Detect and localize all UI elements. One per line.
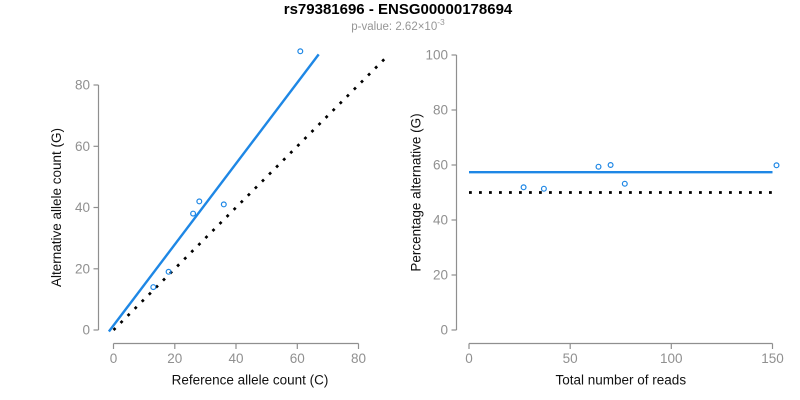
y-tick-label: 100 <box>425 48 448 63</box>
y-tick-label: 40 <box>75 200 90 215</box>
x-tick-label: 50 <box>563 351 578 366</box>
x-tick-label: 80 <box>351 351 366 366</box>
identity-line <box>112 56 388 331</box>
y-axis-title: Alternative allele count (G) <box>49 128 64 287</box>
y-tick-label: 0 <box>440 323 448 338</box>
y-tick-label: 60 <box>433 158 448 173</box>
data-point <box>220 201 227 208</box>
data-point <box>196 198 203 205</box>
y-tick-label: 80 <box>433 103 448 118</box>
y-tick-label: 40 <box>433 213 448 228</box>
figure-title: rs79381696 - ENSG00000178694 <box>283 1 513 18</box>
y-tick-label: 20 <box>433 268 448 283</box>
data-point <box>773 162 780 169</box>
data-point <box>621 180 628 187</box>
x-tick-label: 0 <box>110 351 118 366</box>
data-point <box>190 210 197 217</box>
fit-line <box>107 53 320 333</box>
x-axis-title: Reference allele count (C) <box>172 373 329 388</box>
data-point <box>297 48 304 55</box>
y-tick-label: 0 <box>82 323 90 338</box>
data-point <box>165 268 172 275</box>
x-tick-label: 150 <box>761 351 784 366</box>
y-tick-label: 80 <box>75 78 90 93</box>
x-tick-label: 0 <box>465 351 473 366</box>
data-point <box>150 284 157 291</box>
p-value-label: p-value: 2.62×10 <box>351 21 438 33</box>
x-tick-label: 40 <box>228 351 243 366</box>
p-value-exponent: -3 <box>437 17 445 28</box>
data-point <box>520 184 527 191</box>
y-axis-title: Percentage alternative (G) <box>409 113 424 271</box>
data-point <box>540 185 547 192</box>
x-axis-title: Total number of reads <box>556 373 687 388</box>
data-point <box>595 163 602 170</box>
x-tick-label: 60 <box>290 351 305 366</box>
y-tick-label: 60 <box>75 139 90 154</box>
percentage-scatter: 0 20 40 60 80 100 0 50 100 150 Total number of rea… <box>409 48 784 388</box>
allele-counts-scatter: 0 20 40 60 80 0 20 40 60 80 Reference allele count… <box>49 48 388 388</box>
data-point <box>607 162 614 169</box>
x-tick-label: 20 <box>167 351 182 366</box>
x-tick-label: 100 <box>660 351 683 366</box>
figure-subtitle: p-value: 2.62×10-3 <box>0 18 796 33</box>
y-tick-label: 20 <box>75 261 90 276</box>
